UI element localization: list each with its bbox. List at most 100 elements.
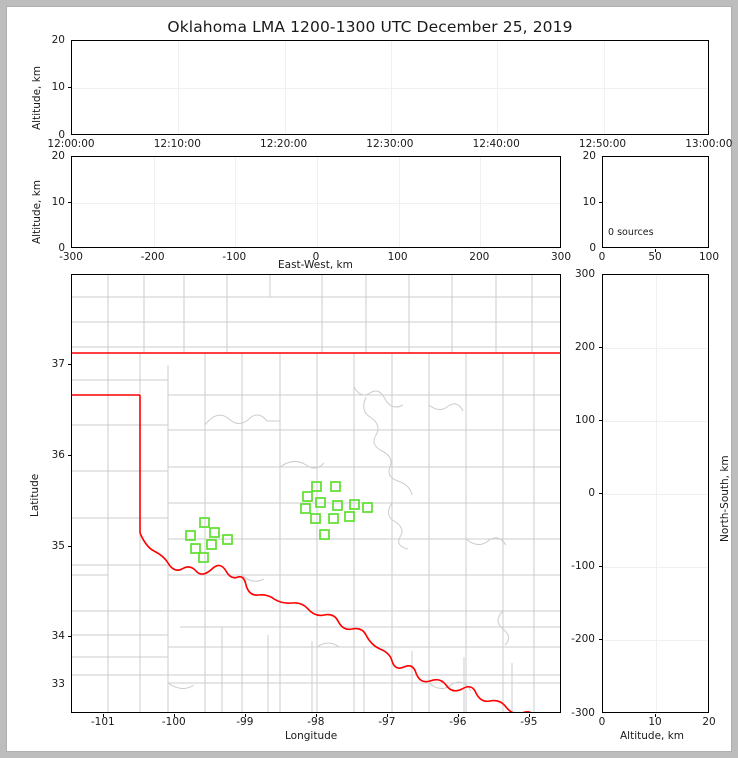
xtick-label: 20 — [702, 716, 716, 728]
xtick-label: 12:40:00 — [472, 138, 520, 150]
xtick-label: -200 — [140, 251, 165, 263]
ytick-mark — [67, 636, 71, 637]
xtick-label: -100 — [222, 251, 247, 263]
xtick-label: 12:50:00 — [578, 138, 627, 150]
figure-canvas: Oklahoma LMA 1200-1300 UTC December 25, … — [6, 6, 732, 752]
ytick-label: 36 — [51, 449, 65, 461]
ytick-label: 0 — [58, 129, 65, 141]
xtick-label: 200 — [469, 251, 490, 263]
ytick-label: 10 — [51, 81, 65, 93]
xtick-mark — [386, 713, 388, 717]
gridline-h — [603, 640, 708, 641]
gridline-v — [398, 157, 400, 247]
xtick-mark — [173, 713, 175, 717]
ytick-mark — [598, 639, 602, 640]
xtick-mark — [655, 713, 656, 717]
xtick-label: 12:00:00 — [47, 138, 95, 150]
xtick-mark — [457, 713, 459, 717]
xtick-label: 300 — [550, 251, 572, 263]
ytick-label: 10 — [582, 196, 596, 208]
axis-label-north-south: North-South, km — [719, 455, 731, 542]
map-graphic — [72, 275, 560, 712]
xtick-label: 50 — [648, 251, 662, 263]
xtick-mark — [102, 713, 104, 717]
gridline-v — [390, 41, 392, 134]
ytick-label: 34 — [51, 630, 65, 642]
figure-title: Oklahoma LMA 1200-1300 UTC December 25, … — [167, 18, 573, 36]
axis-label-longitude: Longitude — [285, 730, 338, 742]
lma-station-markers — [185, 481, 373, 563]
ytick-label: -300 — [571, 707, 595, 719]
xtick-mark — [655, 248, 656, 252]
ytick-label: 0 — [588, 487, 595, 499]
xtick-label: 0 — [598, 251, 606, 263]
panel-plan-view-map[interactable] — [71, 274, 561, 713]
xtick-label: 12:20:00 — [260, 138, 308, 150]
gridline-v — [497, 41, 499, 134]
state-border-oklahoma — [72, 352, 560, 712]
xtick-label: 12:30:00 — [366, 138, 414, 150]
gridline-v — [603, 41, 605, 134]
xtick-label: 13:00:00 — [685, 138, 733, 150]
ytick-label: -100 — [571, 560, 595, 572]
xtick-label: 12:10:00 — [153, 138, 201, 150]
gridline-v — [656, 275, 657, 712]
ytick-mark — [67, 455, 71, 456]
xtick-label: -97 — [378, 716, 396, 728]
ytick-label: 20 — [51, 150, 65, 162]
xtick-label: 0 — [312, 251, 320, 263]
gridline-v — [284, 41, 286, 134]
xtick-mark — [315, 713, 317, 717]
ytick-mark — [598, 202, 602, 203]
xtick-label: 10 — [648, 716, 662, 728]
ytick-label: 33 — [51, 678, 65, 690]
ytick-mark — [67, 364, 71, 365]
panel-altitude-histogram[interactable]: 0 sources — [602, 156, 709, 248]
xtick-label: -95 — [520, 716, 538, 728]
source-count-note: 0 sources — [608, 227, 654, 238]
ytick-label: 100 — [574, 414, 595, 426]
gridline-h — [72, 88, 708, 89]
gridline-h — [603, 567, 708, 568]
ytick-mark — [67, 202, 71, 203]
gridline-h — [72, 203, 560, 204]
ytick-label: 35 — [51, 540, 65, 552]
ytick-label: 37 — [51, 358, 65, 370]
ytick-label: -200 — [571, 633, 595, 645]
ytick-mark — [598, 347, 602, 348]
xtick-label: -300 — [59, 251, 83, 263]
ytick-label: 10 — [51, 196, 65, 208]
ytick-label: 200 — [574, 341, 595, 353]
axis-label-east-west: East-West, km — [278, 259, 353, 271]
panel-northsouth-height[interactable] — [602, 274, 709, 713]
gridline-v — [317, 157, 318, 247]
ytick-label: 0 — [58, 242, 65, 254]
axis-label-altitude: Altitude, km — [31, 179, 43, 244]
ytick-mark — [598, 420, 602, 421]
axis-label-latitude: Latitude — [29, 473, 41, 517]
panel-time-height[interactable] — [71, 40, 709, 135]
ytick-mark — [67, 87, 71, 88]
xtick-mark — [528, 713, 530, 717]
xtick-label: 100 — [698, 251, 720, 263]
ytick-mark — [598, 566, 602, 567]
panel-eastwest-height[interactable] — [71, 156, 561, 248]
gridline-h — [603, 421, 708, 422]
xtick-label: -100 — [161, 716, 186, 728]
gridline-h — [603, 494, 708, 495]
axis-label-altitude-bottom: Altitude, km — [620, 730, 685, 742]
gridline-v — [178, 41, 180, 134]
xtick-label: -99 — [236, 716, 254, 728]
xtick-mark — [244, 713, 246, 717]
gridline-v — [480, 157, 482, 247]
xtick-label: -96 — [449, 716, 467, 728]
ytick-mark — [598, 493, 602, 494]
county-borders — [72, 275, 560, 712]
gridline-h — [603, 348, 708, 349]
ytick-label: 20 — [582, 150, 596, 162]
gridline-v — [235, 157, 237, 247]
xtick-label: -98 — [307, 716, 325, 728]
xtick-label: -101 — [90, 716, 115, 728]
axis-label-altitude: Altitude, km — [31, 65, 43, 130]
ytick-mark — [67, 546, 71, 547]
